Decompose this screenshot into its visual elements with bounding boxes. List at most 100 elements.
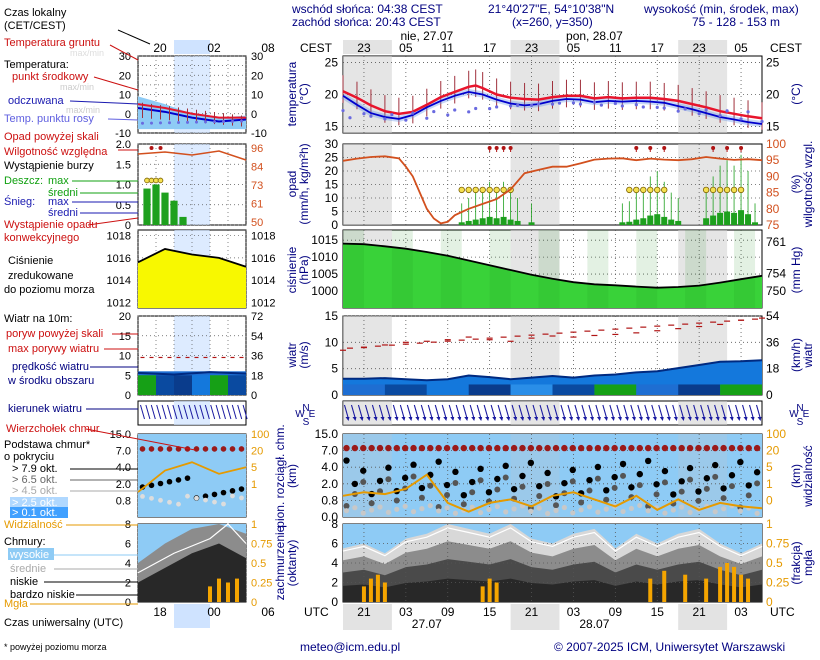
fog-bar [494,582,499,602]
cloud-base-45 [536,505,542,511]
legend-connector [117,29,151,45]
dew-point-dot [432,109,436,114]
press-tick: 1000 [311,284,338,298]
small-precip-above [158,146,163,150]
wind-arrow [693,404,699,420]
compass-letter: E [803,409,810,420]
wind-arrow [399,404,405,420]
cloud-base-79 [703,475,711,482]
small-wind-tick: 0 [251,390,257,402]
storm-marker [730,186,738,194]
small-dew-dot [231,119,234,123]
cloud-base-79 [536,482,543,490]
small-wind-arrow [242,404,248,420]
cloud-base-65 [578,499,585,506]
small-cloud-tick: 15.0 [110,429,131,441]
cloud-top-dot [410,444,417,452]
legend-utc: Czas uniwersalny (UTC) [4,617,123,629]
cover-tick: 8 [331,517,338,531]
utc-tick: 21 [692,605,706,619]
legend-wind_area: w środku obszaru [7,375,94,387]
wind-arrow-head [603,417,608,421]
wind-arrow [686,404,692,420]
dew-point-dot [662,106,666,110]
cloud-base-45 [477,509,484,516]
night-band [343,434,392,517]
wind-arrow-head [457,417,462,421]
wind-arrow-head [666,417,671,421]
cloud-base-79 [418,484,426,492]
dew-point-dot [467,110,471,114]
cloud-top-dot [569,444,576,452]
small-dew-dot [168,121,171,125]
small-press-tick: 1014 [107,275,131,287]
wind-arrow-head [380,417,385,421]
legend-wind_speed: prędkość wiatru [12,361,89,373]
small-wind-arrow [145,404,151,420]
small-cover-tick: 2 [125,578,131,590]
cloud-base-79 [569,466,576,474]
wind-arrow-head [359,417,364,421]
cloud-base-79 [527,459,535,467]
fog-bar [368,578,373,602]
contact-email[interactable]: meteo@icm.edu.pl [300,640,401,654]
wind-arrow [357,404,363,420]
cest-tick: 23 [692,41,706,55]
cloud-base-45 [720,506,727,512]
small-fog-tick: 0.75 [251,539,272,551]
wind-arrow-head [701,417,706,421]
utc-tick: 09 [441,605,455,619]
cloud-base-65 [720,495,727,502]
wind-arrow [616,404,622,420]
temp-tick: 20 [325,88,339,102]
night-band [678,40,728,54]
small-cloud-base-light [230,493,235,499]
wind-arrow [637,404,643,420]
dew-point-dot [341,108,345,113]
wind-tick: 10 [325,335,339,349]
cover-tick: 4 [331,556,338,570]
vis-axis-title: widzialność [801,445,815,507]
wind-arrow [630,404,636,420]
cover-tick: 6 [331,537,338,551]
dew-point-dot [739,117,743,121]
cloud-axis-unit: (km) [285,464,299,488]
small-wind-tick: 54 [251,331,263,343]
precip-above-marker [711,146,716,150]
cloud-top-dot [594,444,602,452]
cloud-base-45 [737,508,743,514]
dew-point-dot [746,110,750,114]
small-press-tick: 1018 [107,231,131,243]
pressure-shade [489,230,511,308]
wind-arrow-head [415,417,420,421]
cloud-top-dot [712,444,719,452]
cloud-top-dot [477,444,484,452]
wind-arrow [658,404,664,420]
press-mmhg-unit: (mm Hg) [789,247,803,294]
wind-arrow [595,404,601,420]
wind-arrow [413,404,419,420]
elevation-values: 75 - 128 - 153 m [692,15,781,29]
precip-above-marker [739,146,744,150]
legend-press1: Ciśnienie [8,255,53,267]
legend-connector [107,118,139,121]
cloud-top-dot [510,444,518,452]
wind-arrow-head [575,417,580,421]
cloud-top-dot [753,444,761,452]
wind-arrow [490,404,496,420]
cloud-base-45 [586,504,593,510]
night-band [343,604,392,630]
cloud-base-79 [594,463,602,471]
legend-okt65: > 6.5 okt. [12,474,58,486]
small-cest-tick: 08 [261,41,275,55]
small-storm-marker [144,177,150,184]
small-cloud-base-dot [148,482,155,489]
dew-point-dot [704,108,708,112]
wind-arrow-head [387,417,392,421]
small-wind-tick: 20 [119,311,131,323]
dew-point-dot [529,103,534,108]
cest-tick: 23 [357,41,371,55]
storm-marker [647,186,654,194]
small-vis-tick: 100 [251,429,269,441]
storm-marker [500,186,507,194]
